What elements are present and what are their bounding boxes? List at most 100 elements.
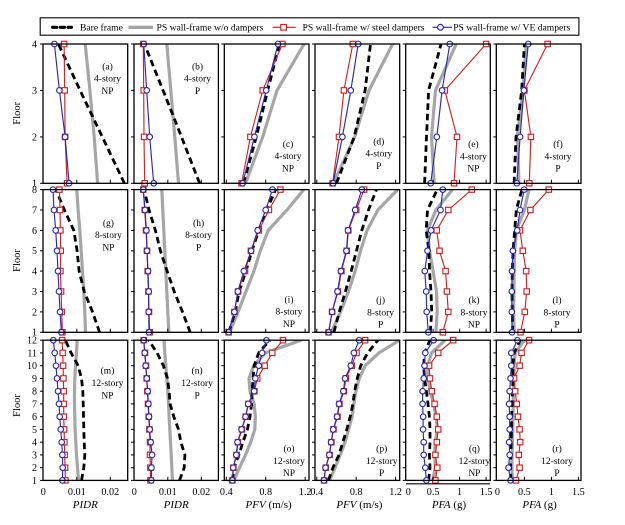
svg-text:2: 2: [32, 132, 37, 143]
svg-text:(i): (i): [285, 294, 294, 305]
svg-text:1.2: 1.2: [299, 487, 312, 498]
svg-text:NP: NP: [101, 87, 113, 97]
svg-text:1.5: 1.5: [572, 487, 585, 498]
svg-text:Floor: Floor: [12, 394, 23, 417]
svg-text:7: 7: [32, 399, 37, 410]
svg-text:4-story: 4-story: [460, 152, 487, 162]
svg-text:(c): (c): [283, 139, 294, 150]
svg-text:(g): (g): [103, 218, 114, 229]
svg-text:3: 3: [32, 287, 37, 298]
svg-text:8-story: 8-story: [461, 308, 488, 318]
svg-text:2: 2: [32, 463, 37, 474]
svg-text:NP: NP: [283, 469, 295, 479]
svg-text:0: 0: [406, 487, 411, 498]
svg-text:12-story: 12-story: [273, 457, 305, 467]
svg-text:12-story: 12-story: [181, 379, 213, 389]
svg-text:0: 0: [41, 487, 46, 498]
svg-text:Floor: Floor: [12, 249, 23, 272]
svg-text:1: 1: [457, 487, 462, 498]
svg-text:PS wall-frame w/ VE dampers: PS wall-frame w/ VE dampers: [453, 23, 570, 34]
svg-text:1: 1: [32, 179, 37, 190]
svg-text:4-story: 4-story: [545, 152, 572, 162]
svg-text:0.01: 0.01: [159, 487, 177, 498]
svg-text:12-story: 12-story: [92, 379, 124, 389]
svg-text:Floor: Floor: [12, 101, 23, 124]
svg-text:(h): (h): [193, 218, 204, 229]
svg-text:NP: NP: [468, 321, 480, 331]
svg-text:1.5: 1.5: [480, 487, 493, 498]
svg-text:8-story: 8-story: [367, 308, 394, 318]
svg-text:1.2: 1.2: [389, 487, 402, 498]
svg-text:4-story: 4-story: [184, 75, 211, 85]
svg-text:PFV (m/s): PFV (m/s): [335, 499, 382, 511]
svg-text:P: P: [376, 162, 381, 172]
svg-text:8: 8: [32, 387, 37, 398]
svg-text:(j): (j): [376, 295, 385, 306]
svg-text:(q): (q): [469, 444, 480, 455]
svg-text:(l): (l): [553, 295, 562, 306]
svg-text:6: 6: [32, 226, 37, 237]
svg-text:(a): (a): [102, 61, 113, 72]
svg-text:(o): (o): [283, 444, 294, 455]
svg-text:0.02: 0.02: [101, 487, 119, 498]
svg-text:NP: NP: [102, 244, 114, 254]
svg-text:2: 2: [32, 307, 37, 318]
svg-text:4: 4: [32, 438, 37, 449]
svg-text:(m): (m): [101, 366, 115, 377]
svg-text:8-story: 8-story: [276, 308, 303, 318]
svg-text:7: 7: [32, 205, 37, 216]
svg-text:8-story: 8-story: [544, 308, 571, 318]
svg-text:P: P: [554, 469, 559, 479]
svg-text:4: 4: [32, 39, 37, 50]
svg-text:1: 1: [32, 328, 37, 339]
svg-text:NP: NP: [468, 469, 480, 479]
svg-text:0.5: 0.5: [518, 487, 531, 498]
svg-text:PFA (g): PFA (g): [431, 499, 467, 511]
svg-text:(e): (e): [468, 139, 479, 150]
svg-text:PS wall-frame w/o dampers: PS wall-frame w/o dampers: [157, 23, 264, 34]
svg-text:6: 6: [32, 412, 37, 423]
svg-text:PIDR: PIDR: [72, 499, 98, 511]
svg-text:P: P: [555, 165, 560, 175]
svg-text:12-story: 12-story: [366, 457, 398, 467]
svg-text:0.8: 0.8: [350, 487, 363, 498]
svg-text:PS wall-frame w/ steel dampers: PS wall-frame w/ steel dampers: [303, 23, 425, 34]
svg-text:P: P: [196, 244, 201, 254]
svg-text:4-story: 4-story: [365, 150, 392, 160]
svg-text:PFV (m/s): PFV (m/s): [245, 499, 292, 511]
svg-text:Bare frame: Bare frame: [80, 23, 123, 34]
svg-text:4-story: 4-story: [94, 75, 121, 85]
svg-text:PIDR: PIDR: [163, 499, 189, 511]
svg-text:3: 3: [32, 450, 37, 461]
svg-text:5: 5: [32, 425, 37, 436]
svg-text:P: P: [379, 469, 384, 479]
svg-text:0: 0: [132, 487, 137, 498]
svg-text:(f): (f): [553, 139, 563, 150]
svg-text:9: 9: [32, 374, 37, 385]
svg-text:8: 8: [32, 185, 37, 196]
svg-text:3: 3: [32, 86, 37, 97]
svg-text:0: 0: [495, 487, 500, 498]
svg-text:12-story: 12-story: [459, 457, 491, 467]
svg-text:4-story: 4-story: [275, 152, 302, 162]
svg-text:10: 10: [27, 361, 37, 372]
svg-text:(p): (p): [376, 444, 387, 455]
svg-text:12: 12: [27, 336, 37, 347]
svg-text:8-story: 8-story: [185, 231, 212, 241]
svg-text:0.4: 0.4: [310, 487, 323, 498]
svg-text:NP: NP: [283, 320, 295, 330]
svg-text:0.4: 0.4: [220, 487, 233, 498]
svg-text:0.5: 0.5: [427, 487, 440, 498]
svg-text:0.01: 0.01: [68, 487, 86, 498]
svg-text:5: 5: [32, 246, 37, 257]
svg-text:P: P: [195, 87, 200, 97]
svg-text:NP: NP: [467, 165, 479, 175]
svg-text:8-story: 8-story: [95, 231, 122, 241]
svg-text:PFA (g): PFA (g): [521, 499, 557, 511]
svg-text:P: P: [378, 321, 383, 331]
svg-text:NP: NP: [282, 164, 294, 174]
svg-text:(n): (n): [192, 366, 203, 377]
svg-text:P: P: [554, 321, 559, 331]
svg-text:NP: NP: [101, 391, 113, 401]
svg-text:(k): (k): [468, 295, 479, 306]
